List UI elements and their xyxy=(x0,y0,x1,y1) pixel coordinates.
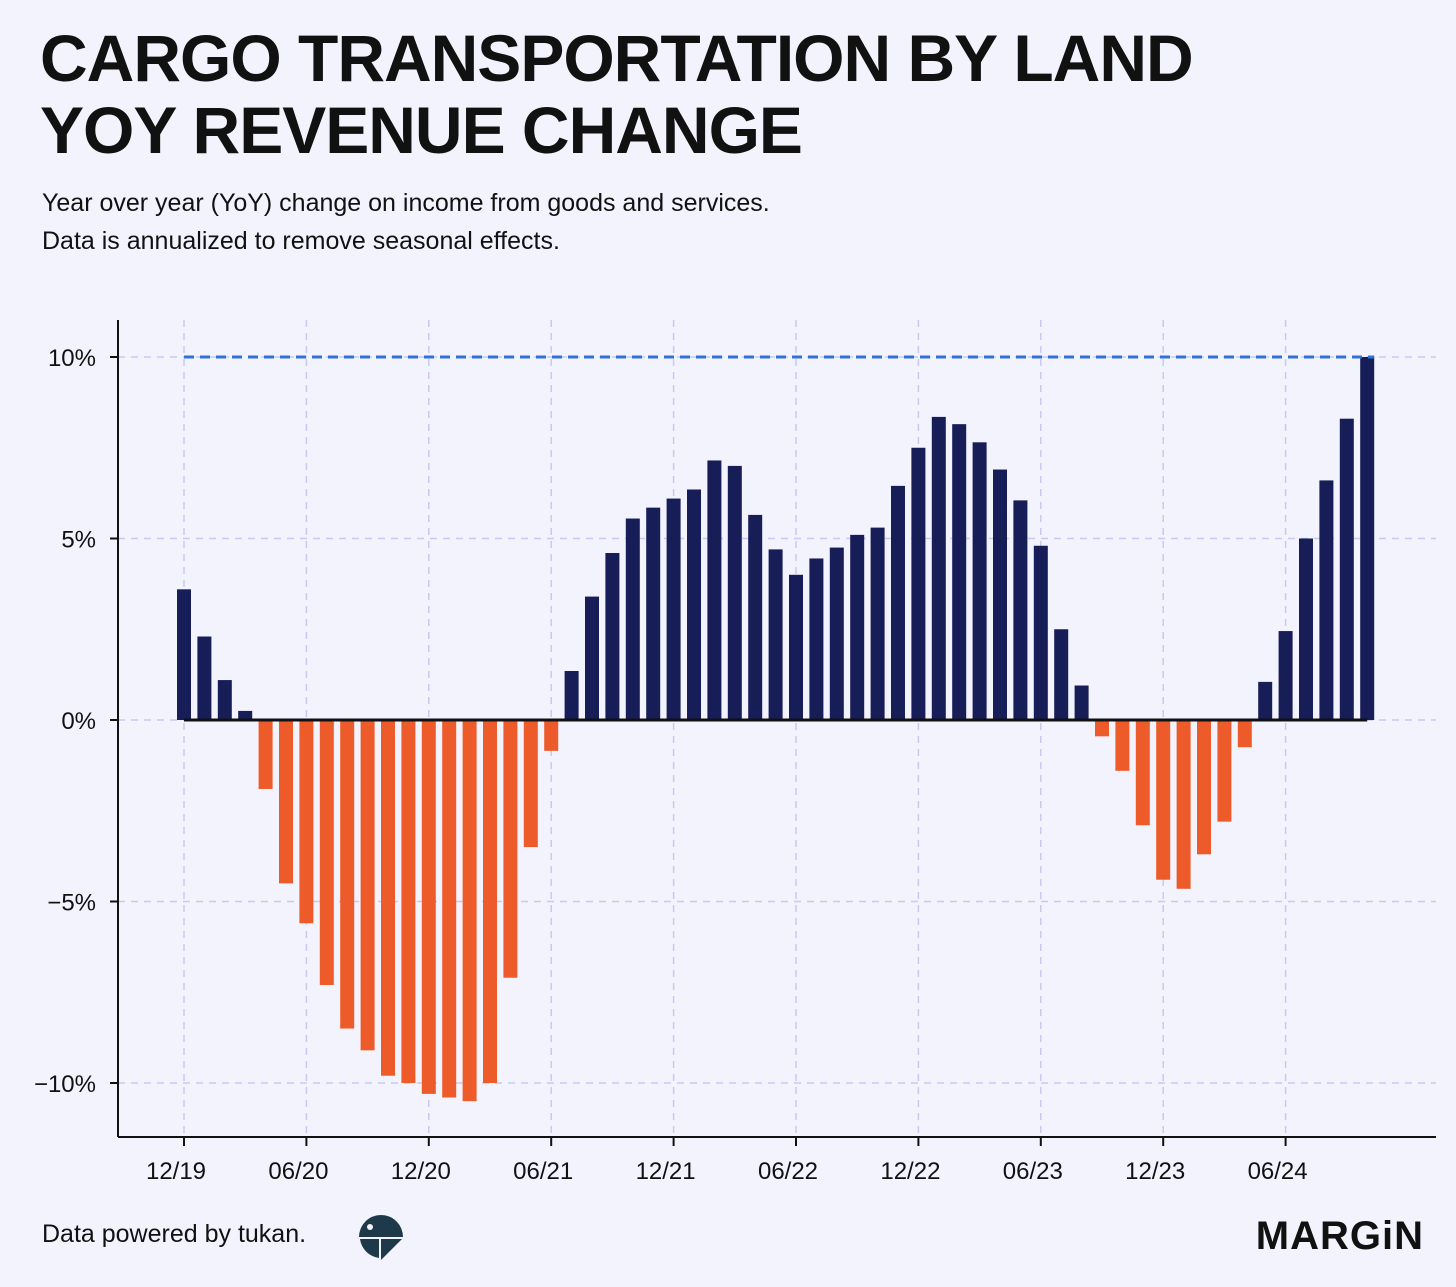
y-tick-label: −10% xyxy=(34,1071,96,1098)
tick-labels: 10% 5% 0% −5% −10% 12/19 06/20 12/20 06/21 12/21 0… xyxy=(34,345,1308,1185)
bar-negative xyxy=(503,720,518,978)
bar-negative xyxy=(340,720,355,1029)
bar-positive xyxy=(687,489,701,720)
x-tick-label: 06/22 xyxy=(758,1158,818,1185)
bar-positive xyxy=(993,469,1007,720)
bar-negative xyxy=(1197,720,1211,855)
chart-subtitle-line-2: Data is annualized to remove seasonal ef… xyxy=(42,227,560,255)
bar-negative xyxy=(381,720,395,1076)
bar-negative xyxy=(279,720,293,884)
bar-positive xyxy=(1074,685,1089,720)
bar-positive xyxy=(217,680,232,720)
data-source-note: Data powered by tukan. xyxy=(42,1220,307,1248)
bar-negative xyxy=(1156,720,1171,880)
bar-positive xyxy=(727,465,742,720)
bar-positive xyxy=(809,558,824,720)
chart-title-line-2: YOY REVENUE CHANGE xyxy=(40,93,803,167)
bar-negative xyxy=(523,720,538,848)
bar-negative xyxy=(1135,720,1150,826)
tukan-logo-icon xyxy=(359,1215,403,1260)
bar-positive xyxy=(177,589,191,720)
bar-positive xyxy=(789,574,803,720)
y-tick-label: 0% xyxy=(61,708,96,735)
bar-positive xyxy=(748,514,763,720)
bar-positive xyxy=(646,507,661,720)
chart-title-line-1: CARGO TRANSPORTATION BY LAND xyxy=(40,21,1194,95)
x-tick-label: 12/22 xyxy=(880,1158,940,1185)
bar-positive xyxy=(1033,545,1048,720)
brand-logo: MARGiN xyxy=(1255,1214,1424,1258)
bar-positive xyxy=(585,596,599,720)
x-tick-label: 12/21 xyxy=(636,1158,696,1185)
x-tick-label: 12/23 xyxy=(1125,1158,1185,1185)
bar-positive xyxy=(972,442,987,720)
x-tick-label: 06/23 xyxy=(1003,1158,1063,1185)
axes xyxy=(110,320,1436,1146)
y-tick-label: 10% xyxy=(48,345,96,372)
bar-negative xyxy=(299,720,314,924)
bar-negative xyxy=(1176,720,1191,889)
bar-positive xyxy=(891,485,905,720)
bar-positive xyxy=(829,547,844,720)
x-tick-label: 06/21 xyxy=(513,1158,573,1185)
y-tick-label: −5% xyxy=(47,890,96,917)
x-tick-label: 06/20 xyxy=(268,1158,328,1185)
bar-positive xyxy=(666,498,681,720)
bar-negative xyxy=(544,720,559,751)
chart-subtitle: Year over year (YoY) change on income fr… xyxy=(42,184,770,260)
bar-negative xyxy=(1115,720,1130,771)
bar-positive xyxy=(605,553,620,720)
bar-positive xyxy=(625,518,640,720)
y-tick-label: 5% xyxy=(61,527,96,554)
chart-subtitle-line-1: Year over year (YoY) change on income fr… xyxy=(42,189,770,217)
bar-positive xyxy=(1360,357,1375,720)
bar-positive xyxy=(707,460,722,720)
bar-negative xyxy=(319,720,334,985)
bar-negative xyxy=(442,720,457,1098)
bar-positive xyxy=(768,549,783,720)
bar-positive xyxy=(850,534,865,720)
bar-negative xyxy=(483,720,497,1083)
x-tick-label: 06/24 xyxy=(1248,1158,1308,1185)
bar-positive xyxy=(197,636,212,720)
bar-negative xyxy=(360,720,375,1051)
bar-positive xyxy=(1299,538,1313,720)
bar-positive xyxy=(952,424,967,720)
bar-positive xyxy=(1339,418,1354,720)
x-tick-label: 12/19 xyxy=(146,1158,206,1185)
bar-positive xyxy=(931,416,946,720)
bar-positive xyxy=(1258,681,1273,720)
bar-negative xyxy=(258,720,273,789)
bar-positive xyxy=(1054,629,1069,720)
bar-series xyxy=(177,357,1375,1102)
chart-title: CARGO TRANSPORTATION BY LAND YOY REVENUE… xyxy=(40,22,1340,166)
bar-positive xyxy=(911,447,926,720)
bar-positive xyxy=(564,670,579,720)
x-tick-label: 12/20 xyxy=(391,1158,451,1185)
bar-negative xyxy=(462,720,477,1102)
bar-negative xyxy=(401,720,416,1083)
bar-negative xyxy=(1217,720,1232,822)
bar-negative xyxy=(1237,720,1252,748)
bar-negative xyxy=(421,720,436,1094)
bar-positive xyxy=(870,527,885,720)
bar-negative xyxy=(1095,720,1109,737)
bar-positive xyxy=(1319,480,1334,720)
bar-positive xyxy=(1013,500,1028,720)
bar-positive xyxy=(238,710,253,720)
bar-positive xyxy=(1278,631,1293,720)
